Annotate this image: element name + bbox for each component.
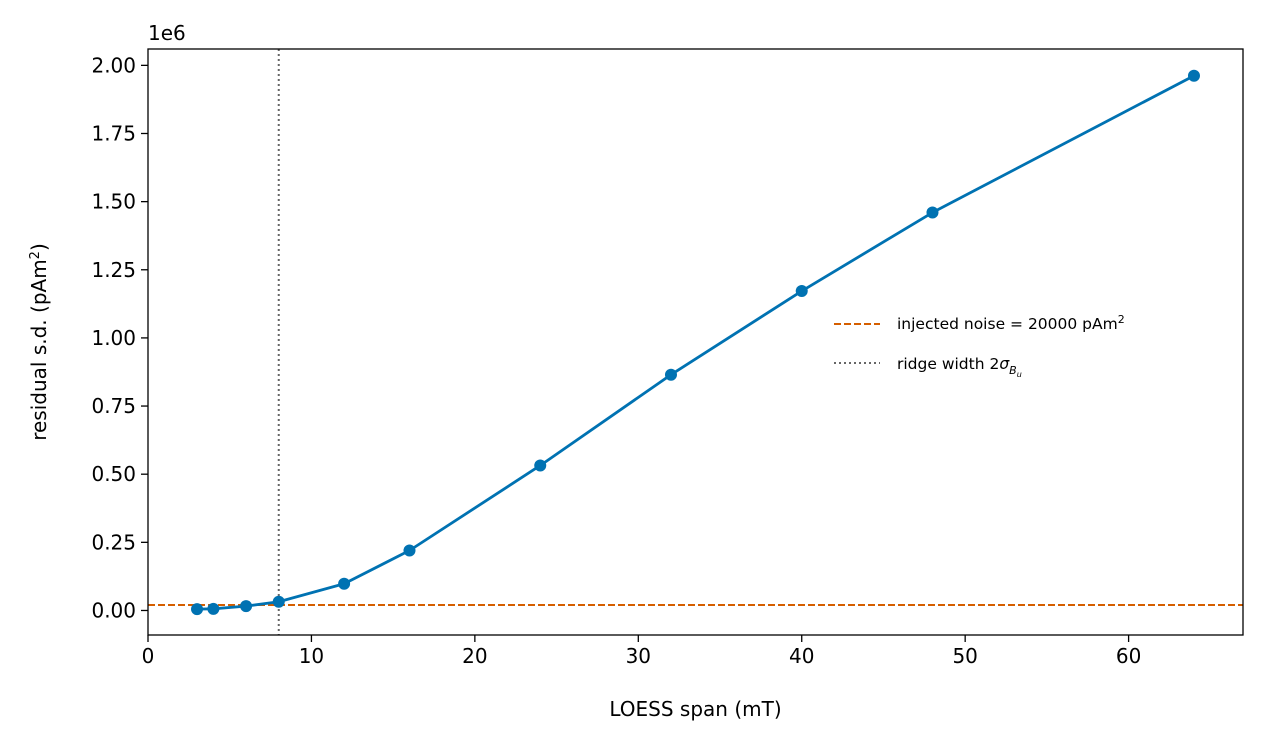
y-tick-label: 0.00	[91, 598, 136, 622]
y-tick-label: 0.50	[91, 462, 136, 486]
x-tick-label: 20	[462, 644, 487, 668]
plot-area	[148, 49, 1243, 635]
x-tick-label: 10	[299, 644, 324, 668]
x-axis-label: LOESS span (mT)	[609, 697, 781, 721]
data-point	[403, 544, 416, 557]
x-tick-label: 40	[789, 644, 814, 668]
data-point	[338, 577, 351, 590]
data-point	[534, 459, 547, 472]
y-tick-label: 0.25	[91, 530, 136, 554]
y-tick-label: 0.75	[91, 394, 136, 418]
y-offset-text: 1e6	[148, 21, 186, 45]
data-point	[1187, 69, 1200, 82]
y-tick-label: 1.50	[91, 190, 136, 214]
legend-label-injected-noise: injected noise = 20000 pAm2	[897, 313, 1125, 334]
y-axis: 0.00 0.25 0.50 0.75 1.00 1.25 1.50 1.75 2.00	[91, 53, 148, 622]
x-tick-label: 30	[626, 644, 651, 668]
x-tick-label: 50	[952, 644, 977, 668]
y-tick-label: 1.00	[91, 326, 136, 350]
x-tick-label: 0	[142, 644, 155, 668]
data-point	[795, 285, 808, 298]
y-tick-label: 2.00	[91, 53, 136, 77]
y-tick-label: 1.75	[91, 121, 136, 145]
axes-frame	[147, 48, 1244, 636]
x-tick-label: 60	[1116, 644, 1141, 668]
data-point	[207, 602, 220, 615]
data-point	[664, 368, 677, 381]
data-point	[240, 600, 253, 613]
data-point	[191, 603, 204, 616]
x-axis: 0 10 20 30 40 50 60	[142, 635, 1141, 668]
y-tick-label: 1.25	[91, 258, 136, 282]
data-point	[926, 206, 939, 219]
data-point	[272, 595, 285, 608]
y-axis-label: residual s.d. (pAm2)	[27, 243, 51, 441]
